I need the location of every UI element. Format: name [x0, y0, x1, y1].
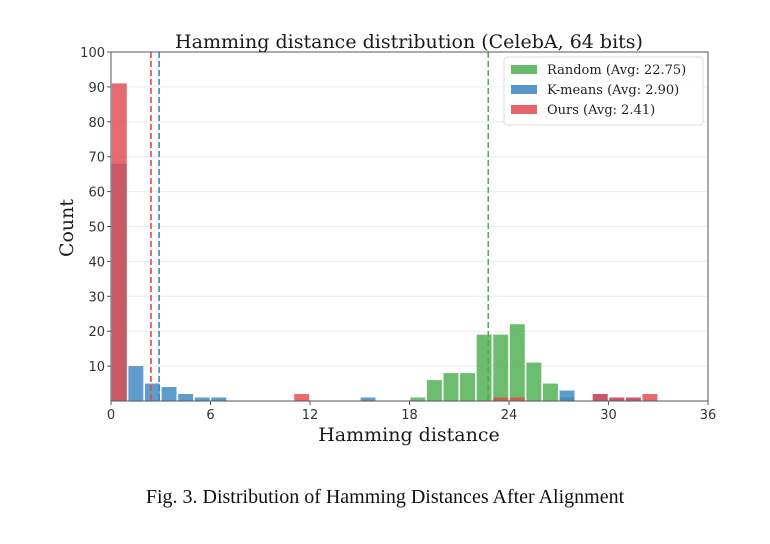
y-tick-label: 40: [88, 255, 105, 270]
bars-layer: [111, 83, 658, 401]
figure-caption: Fig. 3. Distribution of Hamming Distance…: [145, 486, 625, 508]
y-tick-label: 100: [80, 46, 105, 61]
bar-k-means-27: [559, 390, 575, 401]
x-tick-label: 6: [206, 408, 214, 423]
bar-random-26: [542, 383, 558, 401]
bar-k-means-2: [144, 383, 160, 401]
legend: Random (Avg: 22.75) K-means (Avg: 2.90) Ou…: [503, 56, 704, 126]
bar-ours-0: [111, 83, 127, 401]
legend-box: [503, 56, 704, 126]
bar-k-means-6: [211, 397, 227, 401]
bar-ours-24: [509, 397, 525, 401]
bar-k-means-5: [194, 397, 210, 401]
bar-ours-32: [642, 394, 658, 401]
legend-label: Ours (Avg: 2.41): [547, 103, 655, 118]
bar-ours-31: [625, 397, 641, 401]
y-tick-label: 50: [88, 221, 105, 236]
y-tick-label: 80: [88, 116, 105, 131]
bar-ours-23: [493, 397, 509, 401]
y-tick-label: 10: [88, 360, 105, 375]
bar-ours-29: [592, 394, 608, 401]
bar-random-20: [443, 373, 459, 401]
y-tick-label: 30: [88, 290, 105, 305]
x-axis-label: Hamming distance: [318, 424, 500, 446]
bar-k-means-4: [178, 394, 194, 401]
y-tick-label: 90: [88, 81, 105, 96]
bar-random-25: [526, 362, 542, 401]
x-tick-label: 12: [302, 408, 319, 423]
x-tick-label: 18: [401, 408, 418, 423]
histogram-chart: 0 6 12 18 24 30 36 10 20 30 40 50 60 70 80 90 100 Hammi…: [56, 31, 716, 446]
y-axis-label: Count: [56, 199, 78, 257]
bar-random-23: [493, 334, 509, 401]
legend-label: K-means (Avg: 2.90): [547, 83, 679, 98]
legend-swatch: [511, 105, 537, 114]
bar-k-means-15: [360, 397, 376, 401]
legend-swatch: [511, 85, 537, 94]
average-lines: [150, 52, 490, 401]
bar-random-24: [509, 324, 525, 401]
y-ticks: 10 20 30 40 50 60 70 80 90 100: [80, 46, 111, 375]
bar-ours-11: [294, 394, 310, 401]
bar-k-means-3: [161, 387, 177, 401]
bar-random-19: [426, 380, 442, 401]
chart-title: Hamming distance distribution (CelebA, 6…: [175, 31, 643, 53]
bar-random-21: [460, 373, 476, 401]
y-tick-label: 70: [88, 151, 105, 166]
bar-k-means-1: [128, 366, 144, 401]
legend-swatch: [511, 65, 537, 74]
y-tick-label: 20: [88, 325, 105, 340]
bar-random-18: [410, 397, 426, 401]
x-ticks: 0 6 12 18 24 30 36: [107, 401, 716, 423]
bar-ours-30: [609, 397, 625, 401]
legend-label: Random (Avg: 22.75): [547, 63, 686, 78]
y-tick-label: 60: [88, 186, 105, 201]
x-tick-label: 30: [600, 408, 617, 423]
x-tick-label: 24: [501, 408, 518, 423]
x-tick-label: 36: [700, 408, 717, 423]
bar-random-22: [476, 334, 492, 401]
x-tick-label: 0: [107, 408, 115, 423]
